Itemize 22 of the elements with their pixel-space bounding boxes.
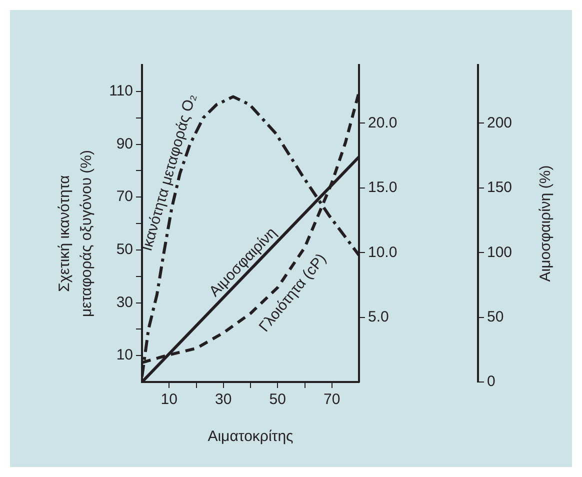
y-tick-label: 110	[109, 82, 133, 100]
y3-axis-title: Αιμοσφαιρίνη (%)	[537, 165, 554, 282]
y-tick-label: 70	[116, 188, 133, 206]
x-tick-label: 70	[324, 391, 340, 408]
y-axis-title: Σχετική ικανότητα μεταφοράς οξυγόνου (%)	[56, 150, 96, 318]
y3-tick-label: 150	[487, 179, 512, 196]
y2-tick-label: 15.0	[368, 179, 398, 196]
y3-tick-label: 200	[487, 114, 512, 132]
x-axis-title: Αιματοκρίτης	[208, 428, 294, 446]
y2-tick-label: 20.0	[368, 114, 398, 132]
x-tick-label: 50	[269, 391, 286, 408]
y3-tick-label: 50	[487, 308, 504, 326]
y3-tick-label: 0	[487, 373, 496, 390]
x-tick-label: 30	[215, 391, 232, 408]
y-tick-label: 50	[116, 241, 133, 258]
y2-tick-label: 5.0	[368, 308, 389, 326]
y-tick-label: 10	[116, 346, 133, 364]
y-tick-label: 30	[116, 294, 133, 311]
y-tick-label: 90	[116, 135, 133, 152]
y3-tick-label: 100	[487, 244, 512, 261]
x-tick-label: 10	[160, 391, 178, 408]
y2-tick-label: 10.0	[368, 244, 398, 261]
